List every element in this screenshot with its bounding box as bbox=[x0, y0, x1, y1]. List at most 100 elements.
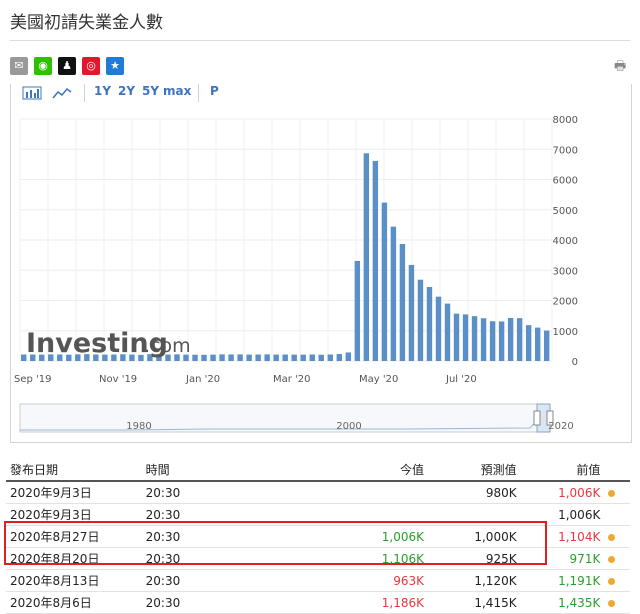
range-2y-button[interactable]: 2Y bbox=[118, 84, 136, 98]
data-bar[interactable] bbox=[120, 354, 126, 361]
indicator-cell bbox=[604, 547, 630, 570]
bar-chart-icon[interactable] bbox=[22, 86, 42, 100]
data-bar[interactable] bbox=[192, 354, 198, 361]
wechat-icon[interactable]: ◉ bbox=[34, 57, 52, 75]
table-row[interactable]: 2020年8月6日 20:30 1,186K 1,415K 1,435K bbox=[6, 591, 630, 614]
data-bar[interactable] bbox=[255, 354, 261, 361]
qq-icon[interactable]: ♟ bbox=[58, 57, 76, 75]
data-bar[interactable] bbox=[507, 317, 514, 361]
data-bar[interactable] bbox=[399, 244, 406, 361]
data-bar[interactable] bbox=[390, 226, 397, 361]
data-bar[interactable] bbox=[273, 354, 279, 361]
x-tick-label: Sep '19 bbox=[14, 374, 52, 385]
indicator-cell bbox=[604, 503, 630, 526]
col-indicator bbox=[604, 458, 630, 482]
range-1y-button[interactable]: 1Y bbox=[94, 84, 112, 98]
data-bar[interactable] bbox=[183, 354, 189, 361]
data-bar[interactable] bbox=[525, 325, 532, 361]
range-navigator[interactable]: 1980 2000 2020 bbox=[19, 403, 574, 433]
table-header-row: 發布日期 時間 今值 預測值 前值 bbox=[6, 458, 630, 482]
data-bar[interactable] bbox=[228, 354, 234, 361]
data-bar[interactable] bbox=[426, 287, 433, 361]
data-bar[interactable] bbox=[417, 279, 424, 361]
chart-frame bbox=[10, 84, 632, 443]
data-bar[interactable] bbox=[354, 260, 361, 361]
time-cell: 20:30 bbox=[141, 503, 318, 526]
data-bar[interactable] bbox=[336, 354, 343, 361]
data-bar[interactable] bbox=[111, 354, 117, 361]
data-bar[interactable] bbox=[48, 354, 54, 361]
data-bar[interactable] bbox=[345, 352, 352, 361]
weibo-icon[interactable]: ◎ bbox=[82, 57, 100, 75]
data-bar[interactable] bbox=[453, 313, 460, 361]
data-bar[interactable] bbox=[444, 303, 451, 361]
data-bar[interactable] bbox=[147, 354, 153, 361]
data-bar[interactable] bbox=[246, 354, 252, 361]
data-bar[interactable] bbox=[66, 354, 72, 361]
favorite-icon[interactable]: ★ bbox=[106, 57, 124, 75]
table-row[interactable]: 2020年8月27日 20:30 1,006K 1,000K 1,104K bbox=[6, 525, 630, 548]
data-bar[interactable] bbox=[435, 296, 442, 361]
range-5y-button[interactable]: 5Y bbox=[142, 84, 160, 98]
mail-icon[interactable]: ✉ bbox=[10, 57, 28, 75]
investing-watermark: Investing .com bbox=[26, 328, 191, 359]
data-bar[interactable] bbox=[300, 354, 306, 361]
navigator-label: 2020 bbox=[548, 421, 573, 432]
data-bar[interactable] bbox=[309, 354, 315, 361]
data-bar[interactable] bbox=[516, 318, 523, 361]
data-bar[interactable] bbox=[372, 160, 379, 361]
data-bar[interactable] bbox=[381, 202, 388, 361]
y-tick-label: 5000 bbox=[553, 206, 578, 217]
data-bar[interactable] bbox=[219, 354, 225, 361]
data-bar[interactable] bbox=[156, 354, 162, 361]
y-tick-label: 8000 bbox=[553, 115, 578, 126]
data-bar[interactable] bbox=[39, 354, 45, 361]
indicator-cell bbox=[604, 591, 630, 614]
data-bar[interactable] bbox=[75, 354, 81, 361]
data-bar[interactable] bbox=[174, 354, 180, 361]
data-bar[interactable] bbox=[138, 354, 144, 361]
data-bar[interactable] bbox=[210, 354, 216, 361]
actual-cell bbox=[317, 503, 428, 526]
data-bar[interactable] bbox=[534, 327, 541, 361]
data-bar[interactable] bbox=[165, 354, 171, 361]
title-divider bbox=[10, 40, 630, 41]
data-bar[interactable] bbox=[543, 330, 550, 361]
data-bar[interactable] bbox=[282, 354, 288, 361]
data-bar[interactable] bbox=[129, 354, 135, 361]
watermark-brand: Investing bbox=[26, 328, 168, 359]
line-chart-icon[interactable] bbox=[52, 86, 72, 100]
data-bar[interactable] bbox=[57, 354, 63, 361]
data-bar[interactable] bbox=[462, 314, 469, 361]
table-row[interactable]: 2020年8月13日 20:30 963K 1,120K 1,191K bbox=[6, 569, 630, 592]
data-bar[interactable] bbox=[408, 264, 415, 361]
data-bar[interactable] bbox=[201, 354, 207, 361]
release-date-cell: 2020年8月27日 bbox=[6, 525, 142, 548]
data-bar[interactable] bbox=[30, 354, 36, 361]
print-icon[interactable]: 🖶 bbox=[614, 59, 627, 74]
data-bar[interactable] bbox=[489, 321, 496, 361]
release-date-cell: 2020年9月3日 bbox=[6, 503, 142, 526]
data-bar[interactable] bbox=[291, 354, 297, 361]
data-bar[interactable] bbox=[93, 354, 99, 361]
table-row[interactable]: 2020年9月3日 20:30 980K 1,006K bbox=[6, 481, 630, 504]
table-row[interactable]: 2020年9月3日 20:30 1,006K bbox=[6, 503, 630, 526]
previous-cell: 1,006K bbox=[520, 481, 605, 504]
data-bar[interactable] bbox=[363, 153, 370, 361]
data-bar[interactable] bbox=[84, 354, 90, 361]
time-cell: 20:30 bbox=[141, 569, 318, 592]
p-button[interactable]: P bbox=[210, 84, 219, 98]
time-cell: 20:30 bbox=[141, 525, 318, 548]
data-bar[interactable] bbox=[327, 354, 333, 361]
data-bar[interactable] bbox=[471, 316, 478, 361]
range-max-button[interactable]: max bbox=[163, 84, 192, 98]
data-bar[interactable] bbox=[498, 321, 505, 361]
navigator-handle-right[interactable] bbox=[546, 410, 554, 426]
data-bar[interactable] bbox=[237, 354, 243, 361]
data-bar[interactable] bbox=[21, 354, 27, 361]
data-bar[interactable] bbox=[264, 354, 270, 361]
data-bar[interactable] bbox=[318, 354, 324, 361]
data-bar[interactable] bbox=[102, 354, 108, 361]
navigator-handle-left[interactable] bbox=[533, 410, 541, 426]
data-bar[interactable] bbox=[480, 318, 487, 361]
